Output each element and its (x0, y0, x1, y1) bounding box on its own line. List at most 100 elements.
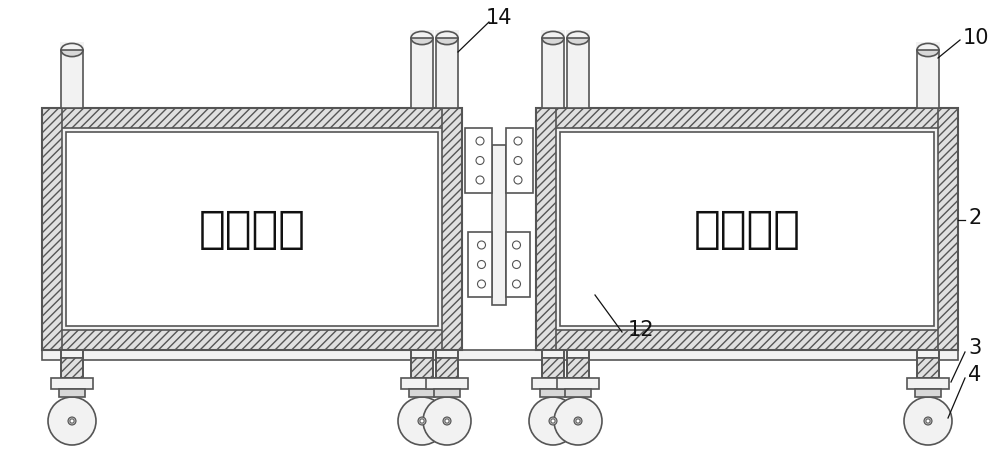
Bar (506, 232, 530, 297)
Bar (541, 30, 565, 38)
Bar (567, 350, 589, 358)
Bar (411, 358, 433, 378)
Bar (915, 389, 941, 397)
Bar (465, 128, 492, 193)
Circle shape (478, 280, 486, 288)
Bar (907, 378, 949, 389)
Bar (542, 350, 564, 358)
Text: 12: 12 (628, 320, 654, 340)
Circle shape (443, 417, 451, 425)
Text: 安全施工: 安全施工 (198, 207, 306, 251)
Bar (442, 108, 462, 350)
Circle shape (478, 241, 486, 249)
Text: 4: 4 (968, 365, 981, 385)
Bar (542, 38, 564, 108)
Circle shape (529, 397, 577, 445)
Bar (506, 128, 533, 193)
Bar (536, 330, 958, 350)
Circle shape (904, 397, 952, 445)
Circle shape (418, 417, 426, 425)
Bar (468, 232, 492, 297)
Ellipse shape (917, 44, 939, 57)
Bar (540, 389, 566, 397)
Text: 14: 14 (486, 8, 512, 28)
Bar (565, 389, 591, 397)
Bar (492, 145, 506, 305)
Circle shape (926, 419, 930, 423)
Text: 2: 2 (968, 208, 981, 228)
Bar (401, 378, 443, 389)
Bar (557, 378, 599, 389)
Bar (435, 30, 459, 38)
Ellipse shape (61, 44, 83, 57)
Bar (411, 38, 433, 108)
Ellipse shape (411, 31, 433, 44)
Bar (411, 350, 433, 358)
Bar (542, 350, 564, 378)
Bar (917, 358, 939, 378)
Bar (42, 108, 462, 350)
Bar (532, 378, 574, 389)
Circle shape (514, 157, 522, 164)
Circle shape (420, 419, 424, 423)
Bar (542, 358, 564, 378)
Ellipse shape (567, 31, 589, 44)
Ellipse shape (542, 31, 564, 44)
Bar (409, 389, 435, 397)
Bar (567, 38, 589, 108)
Bar (916, 42, 940, 50)
Bar (917, 350, 939, 378)
Circle shape (478, 261, 486, 268)
Bar (560, 132, 934, 326)
Circle shape (48, 397, 96, 445)
Bar (536, 108, 556, 350)
Bar (917, 350, 939, 358)
Text: 3: 3 (968, 338, 981, 358)
Bar (436, 38, 458, 108)
Text: 10: 10 (963, 28, 990, 48)
Circle shape (512, 261, 520, 268)
Bar (536, 108, 958, 128)
Circle shape (512, 241, 520, 249)
Bar (436, 350, 458, 378)
Bar (436, 358, 458, 378)
Bar (42, 108, 462, 350)
Circle shape (68, 417, 76, 425)
Circle shape (445, 419, 449, 423)
Circle shape (512, 280, 520, 288)
Ellipse shape (436, 31, 458, 44)
Bar (410, 30, 434, 38)
Text: 安全施工: 安全施工 (694, 207, 800, 251)
Bar (51, 378, 93, 389)
Bar (42, 108, 62, 350)
Bar (938, 108, 958, 350)
Bar (60, 42, 84, 50)
Bar (566, 30, 590, 38)
Bar (536, 108, 958, 350)
Bar (66, 132, 438, 326)
Bar (42, 330, 462, 350)
Bar (436, 350, 458, 358)
Bar (61, 350, 83, 378)
Circle shape (514, 176, 522, 184)
Bar (567, 350, 589, 378)
Circle shape (476, 157, 484, 164)
Bar (42, 108, 462, 128)
Circle shape (924, 417, 932, 425)
Circle shape (551, 419, 555, 423)
Bar (61, 50, 83, 108)
Circle shape (70, 419, 74, 423)
Circle shape (574, 417, 582, 425)
Bar (411, 350, 433, 378)
Circle shape (423, 397, 471, 445)
Circle shape (398, 397, 446, 445)
Circle shape (514, 137, 522, 145)
Bar (917, 50, 939, 108)
Circle shape (554, 397, 602, 445)
Bar (567, 358, 589, 378)
Bar (59, 389, 85, 397)
Bar (61, 350, 83, 358)
Circle shape (476, 176, 484, 184)
Bar (536, 108, 958, 350)
Circle shape (576, 419, 580, 423)
